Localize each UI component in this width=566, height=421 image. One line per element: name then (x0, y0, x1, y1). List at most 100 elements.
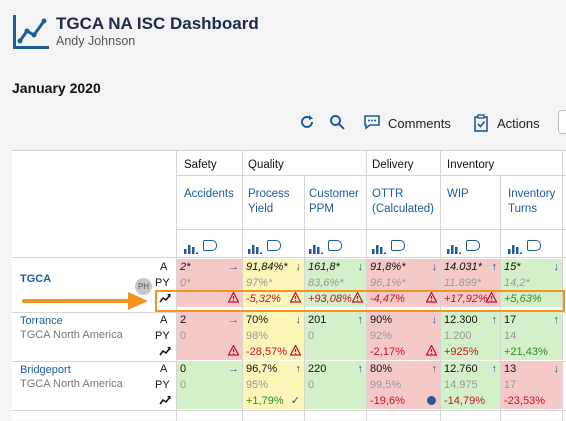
metric-actual-cell[interactable]: 90% ↓ (367, 312, 440, 328)
site-subtitle-torrance: TGCA North America (20, 329, 123, 341)
metric-actual-cell[interactable]: 12.760 ↑ (441, 361, 500, 377)
metric-prior-cell: 0 (177, 377, 242, 393)
tag-icon[interactable] (328, 240, 342, 251)
kpi-inventory-turns[interactable]: Inventory Turns (508, 188, 556, 215)
warning-icon (425, 291, 438, 303)
bar-chart-icon[interactable] (447, 241, 461, 254)
metric-actual-cell[interactable]: 80% ↑ (367, 361, 440, 377)
metric-trend-cell (305, 344, 366, 360)
actual-value: 14.031* (444, 261, 482, 273)
prior-value: 97%* (246, 277, 273, 289)
metric-actual-cell[interactable]: 96,7% ↑ (243, 361, 304, 377)
trend-value: -4,47% (370, 293, 405, 305)
metric-actual-cell[interactable]: 14.031* ↑ (441, 259, 500, 275)
tag-icon[interactable] (466, 240, 480, 251)
tag-icon[interactable] (203, 240, 217, 251)
metric-actual-cell[interactable]: 15* ↓ (501, 259, 562, 275)
bar-chart-icon[interactable] (372, 241, 386, 254)
bar-chart-icon[interactable] (309, 241, 323, 254)
actual-value: 91,8%* (370, 261, 406, 273)
metric-actual-cell[interactable]: 201 ↑ (305, 312, 366, 328)
metric-trend-cell: -14,79% (441, 393, 500, 409)
metric-trend-cell (177, 291, 242, 307)
kpi-customer-ppm[interactable]: Customer PPM (309, 188, 359, 215)
toolbar-overflow-button[interactable] (558, 110, 566, 134)
site-name-bridgeport[interactable]: Bridgeport (20, 364, 71, 376)
metric-prior-cell: 92% (367, 328, 440, 344)
actual-value: 161,8* (308, 261, 340, 273)
tag-icon[interactable] (267, 240, 281, 251)
row-label-actual: A (160, 363, 168, 375)
prior-value: 95% (246, 379, 269, 391)
bar-chart-icon[interactable] (248, 241, 262, 254)
trend-value: -19,6% (370, 395, 405, 407)
metric-actual-cell[interactable]: 70% ↓ (243, 312, 304, 328)
tag-icon[interactable] (527, 240, 541, 251)
metric-actual-cell[interactable]: 2* → (177, 259, 242, 275)
kpi-process-yield[interactable]: Process Yield (248, 188, 290, 215)
prior-value: 0 (308, 379, 315, 391)
metric-prior-cell: 1.200 (441, 328, 500, 344)
bar-chart-icon[interactable] (508, 241, 522, 254)
trend-arrow-icon: ↑ (553, 314, 560, 326)
comments-button[interactable]: Comments (388, 116, 451, 131)
search-icon[interactable] (328, 114, 346, 132)
kpi-ottr[interactable]: OTTR (Calculated) (372, 188, 434, 215)
trend-arrow-icon: → (228, 314, 239, 326)
metric-actual-cell[interactable]: 0 → (177, 361, 242, 377)
metric-actual-cell[interactable]: 161,8* ↓ (305, 259, 366, 275)
trend-arrow-icon: ↑ (431, 363, 438, 375)
refresh-icon[interactable] (298, 114, 316, 132)
metric-prior-cell: 0 (305, 328, 366, 344)
actual-value: 91,84%* (246, 261, 288, 273)
comments-icon[interactable] (363, 114, 381, 132)
metric-prior-cell: 83,6%* (305, 275, 366, 291)
site-name-torrance[interactable]: Torrance (20, 315, 63, 327)
metric-trend-cell: -19,6% (367, 393, 440, 409)
actual-value: 12.760 (444, 363, 478, 375)
tag-icon[interactable] (391, 240, 405, 251)
kpi-accidents[interactable]: Accidents (184, 188, 234, 200)
actual-value: 70% (246, 314, 269, 326)
metric-actual-cell[interactable]: 12.300 ↑ (441, 312, 500, 328)
metric-actual-cell[interactable]: 2 → (177, 312, 242, 328)
metric-prior-cell: 14 (501, 328, 562, 344)
actions-button[interactable]: Actions (497, 116, 540, 131)
site-name-tgca[interactable]: TGCA (20, 273, 52, 285)
metric-actual-cell[interactable]: 220 ↑ (305, 361, 366, 377)
kpi-wip[interactable]: WIP (447, 188, 469, 200)
metric-actual-cell[interactable]: 13 ↓ (501, 361, 562, 377)
actual-value: 17 (504, 314, 517, 326)
metric-prior-cell: 97%* (243, 275, 304, 291)
metric-actual-cell[interactable]: 91,8%* ↓ (367, 259, 440, 275)
trend-arrow-icon: ↑ (357, 314, 364, 326)
metric-trend-cell: +21,43% (501, 344, 562, 360)
metric-prior-cell: 99,5% (367, 377, 440, 393)
user-name: Andy Johnson (56, 34, 136, 48)
metric-prior-cell: 11.899* (441, 275, 500, 291)
user-badge: PH (135, 278, 152, 295)
orange-callout-arrow (22, 292, 148, 310)
bar-chart-icon[interactable] (184, 241, 198, 254)
trend-value: -5,32% (246, 293, 281, 305)
trend-value: -28,57% (246, 346, 287, 358)
warning-icon (351, 291, 364, 303)
metric-prior-cell: 98% (243, 328, 304, 344)
category-inventory: Inventory (447, 159, 495, 171)
prior-value: 11.899* (444, 277, 482, 289)
metric-actual-cell[interactable]: 17 ↑ (501, 312, 562, 328)
metric-actual-cell[interactable]: 91,84%* ↓ (243, 259, 304, 275)
trend-icon (159, 346, 171, 359)
metric-prior-cell: 96,1%* (367, 275, 440, 291)
trend-value: -2,17% (370, 346, 405, 358)
prior-value: 96,1%* (370, 277, 406, 289)
trend-arrow-icon: ↓ (553, 363, 560, 375)
clipboard-icon[interactable] (472, 114, 490, 132)
trend-arrow-icon: ↑ (491, 261, 498, 273)
toolbar: Comments Actions (0, 108, 566, 138)
trend-value: +21,43% (504, 346, 548, 358)
metric-prior-cell: 95% (243, 377, 304, 393)
warning-icon (289, 344, 302, 356)
metric-trend-cell: +1,79% ✓ (243, 393, 304, 409)
metric-trend-cell: -4,47% (367, 291, 440, 307)
